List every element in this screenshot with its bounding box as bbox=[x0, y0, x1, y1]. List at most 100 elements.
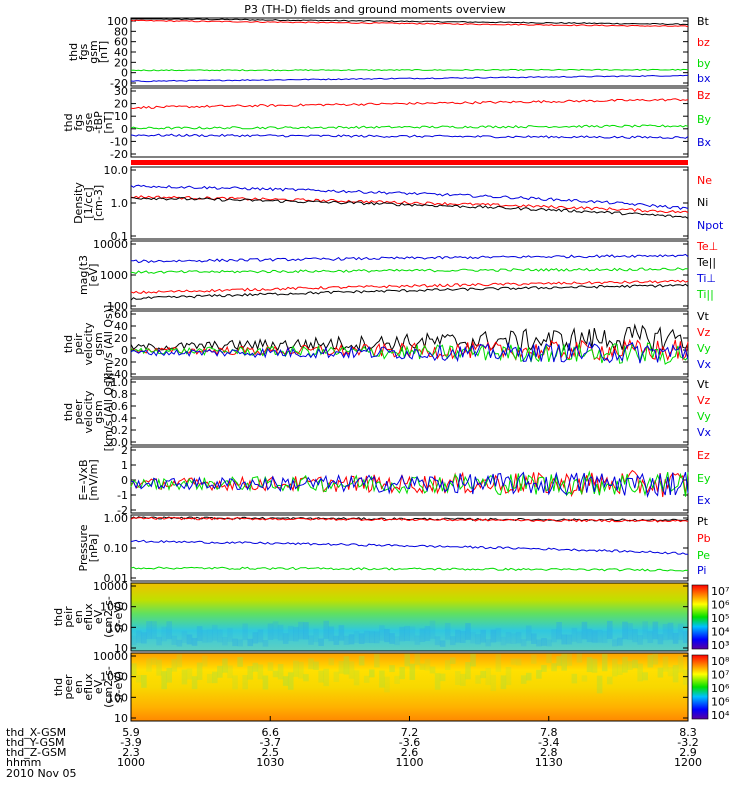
y-tick-label: 10.0 bbox=[104, 164, 129, 177]
spectrogram-cell bbox=[672, 632, 679, 644]
spectrogram-cell bbox=[368, 669, 375, 678]
series-line-Ni bbox=[130, 197, 689, 219]
spectrogram-cell bbox=[677, 623, 684, 641]
y-tick-label: 1.0 bbox=[111, 376, 129, 389]
spectrogram-cell bbox=[176, 639, 183, 647]
spectrogram-cell bbox=[338, 625, 345, 641]
spectrogram-cell bbox=[222, 637, 228, 646]
spectrogram-cell bbox=[186, 634, 193, 645]
y-tick-label: 0.01 bbox=[104, 572, 129, 585]
spectrogram-cell bbox=[460, 673, 466, 686]
legend-entry: bz bbox=[697, 36, 710, 49]
colorbar-tick-label: 10⁵ bbox=[711, 612, 729, 625]
colorbar-tick-label: 10⁴ bbox=[711, 709, 730, 722]
spectrogram-cell bbox=[131, 663, 137, 676]
spectrogram-cell bbox=[677, 655, 684, 673]
y-axis-label: [1/cc] bbox=[82, 187, 95, 218]
spectrogram-cell bbox=[581, 621, 588, 640]
series-line-Bz bbox=[130, 98, 689, 110]
y-tick-label: 20 bbox=[114, 56, 128, 69]
spectrogram-cell bbox=[389, 633, 395, 644]
spectrogram-cell bbox=[343, 635, 350, 645]
y-axis-label: gse bbox=[82, 113, 95, 133]
y-axis-label: [cm-3] bbox=[92, 185, 105, 221]
spectrogram-cell bbox=[166, 621, 173, 640]
y-tick-label: 0.4 bbox=[111, 412, 129, 425]
spectrogram-cell bbox=[642, 621, 648, 640]
spectrogram-cell bbox=[252, 662, 259, 672]
spectrogram-cell bbox=[181, 630, 188, 643]
spectrogram-cell bbox=[384, 628, 390, 643]
spectrogram-cell bbox=[419, 663, 426, 670]
panel-temperature: 10000 1000 100 mag(t3[eV] Te⊥ Te|| Ti⊥ Ti|| bbox=[77, 238, 718, 313]
spectrogram-cell bbox=[227, 627, 233, 642]
spectrogram-cell bbox=[606, 676, 613, 685]
y-axis-label: gsm bbox=[92, 332, 105, 355]
spectrogram-cell bbox=[196, 662, 203, 680]
spectrogram-cell bbox=[389, 665, 395, 673]
spectrogram-cell bbox=[444, 660, 451, 671]
spectrogram-cell bbox=[343, 656, 350, 675]
spectrogram-cell bbox=[146, 621, 152, 640]
panel-density: 10.0 1.0 0.1 Density[1/cc][cm-3] Ne Ni Npot bbox=[72, 164, 724, 243]
y-axis-label: en bbox=[72, 680, 85, 694]
spectrogram-cell bbox=[399, 666, 405, 680]
spectrogram-cell bbox=[525, 625, 532, 641]
panel-efield: 2 1 0 -1 -2 E=-VxB[mV/m] Ez Ey Ex bbox=[77, 444, 711, 517]
y-axis-label: fgs bbox=[77, 43, 90, 60]
y-tick-label: -40 bbox=[110, 368, 128, 381]
series-line-Ti|| bbox=[130, 267, 689, 274]
legend-entry: Ti|| bbox=[696, 288, 714, 301]
spectrogram-cell bbox=[323, 668, 329, 687]
colorbar bbox=[691, 654, 709, 720]
spectrogram-image bbox=[131, 583, 688, 651]
legend-entry: Pe bbox=[697, 549, 710, 562]
y-tick-label: 1000 bbox=[100, 671, 128, 684]
spectrogram-cell bbox=[424, 658, 431, 671]
y-axis-label: en bbox=[72, 610, 85, 624]
series-line-Pb bbox=[130, 516, 689, 523]
y-tick-label: 2 bbox=[121, 444, 128, 457]
spectrogram-cell bbox=[282, 633, 289, 644]
spectrogram-cell bbox=[212, 671, 218, 684]
y-axis-label: eflux bbox=[82, 603, 95, 631]
spectrogram-cell bbox=[485, 667, 492, 686]
spectrogram-cell bbox=[546, 639, 552, 647]
y-axis-label: (cm2-s- bbox=[102, 596, 115, 638]
panel-frame bbox=[130, 166, 689, 240]
date-label: 2010 Nov 05 bbox=[6, 767, 76, 780]
spectrogram-cell bbox=[394, 636, 400, 646]
spectrogram-cell bbox=[647, 654, 654, 668]
spectrogram-cell bbox=[424, 626, 431, 642]
spectrogram-cell bbox=[394, 675, 400, 684]
spectrogram-cell bbox=[318, 670, 324, 683]
panel-peer-spectrogram: 10⁸10⁷10⁶10⁶10⁴10000100010010thdpeerenef… bbox=[52, 650, 730, 725]
y-tick-label: 1.0 bbox=[111, 197, 129, 210]
y-axis-label: eflux bbox=[82, 673, 95, 701]
y-tick-label: 0.10 bbox=[104, 542, 129, 555]
legend-entry: Ey bbox=[697, 472, 711, 485]
ephemeris-value: 2.9 bbox=[679, 746, 697, 759]
spectrogram-cell bbox=[257, 629, 264, 643]
ephemeris-value: 7.8 bbox=[540, 726, 558, 739]
spectrogram-cell bbox=[176, 654, 183, 668]
spectrogram-cell bbox=[313, 661, 319, 670]
spectrogram-cell bbox=[510, 633, 517, 644]
ephemeris-row-label: hhmm bbox=[6, 756, 41, 769]
spectrogram-cell bbox=[627, 623, 633, 640]
spectrogram-cell bbox=[617, 664, 623, 675]
spectrogram-cell bbox=[293, 660, 299, 677]
spectrogram-cell bbox=[682, 669, 689, 685]
spectrogram-cell bbox=[606, 620, 613, 639]
spectrogram-cell bbox=[571, 627, 578, 642]
ephemeris-value: 1130 bbox=[535, 756, 563, 769]
spectrogram-cell bbox=[470, 653, 476, 667]
spectrogram-cell bbox=[166, 667, 173, 683]
y-tick-label: -20 bbox=[110, 148, 128, 161]
spectrogram-cell bbox=[303, 674, 309, 682]
y-tick-label: -1 bbox=[117, 489, 128, 502]
spectrogram-cell bbox=[201, 655, 208, 667]
spectrogram-cell bbox=[206, 629, 213, 643]
legend-entry: Vt bbox=[697, 378, 710, 391]
spectrogram-cell bbox=[374, 631, 380, 644]
